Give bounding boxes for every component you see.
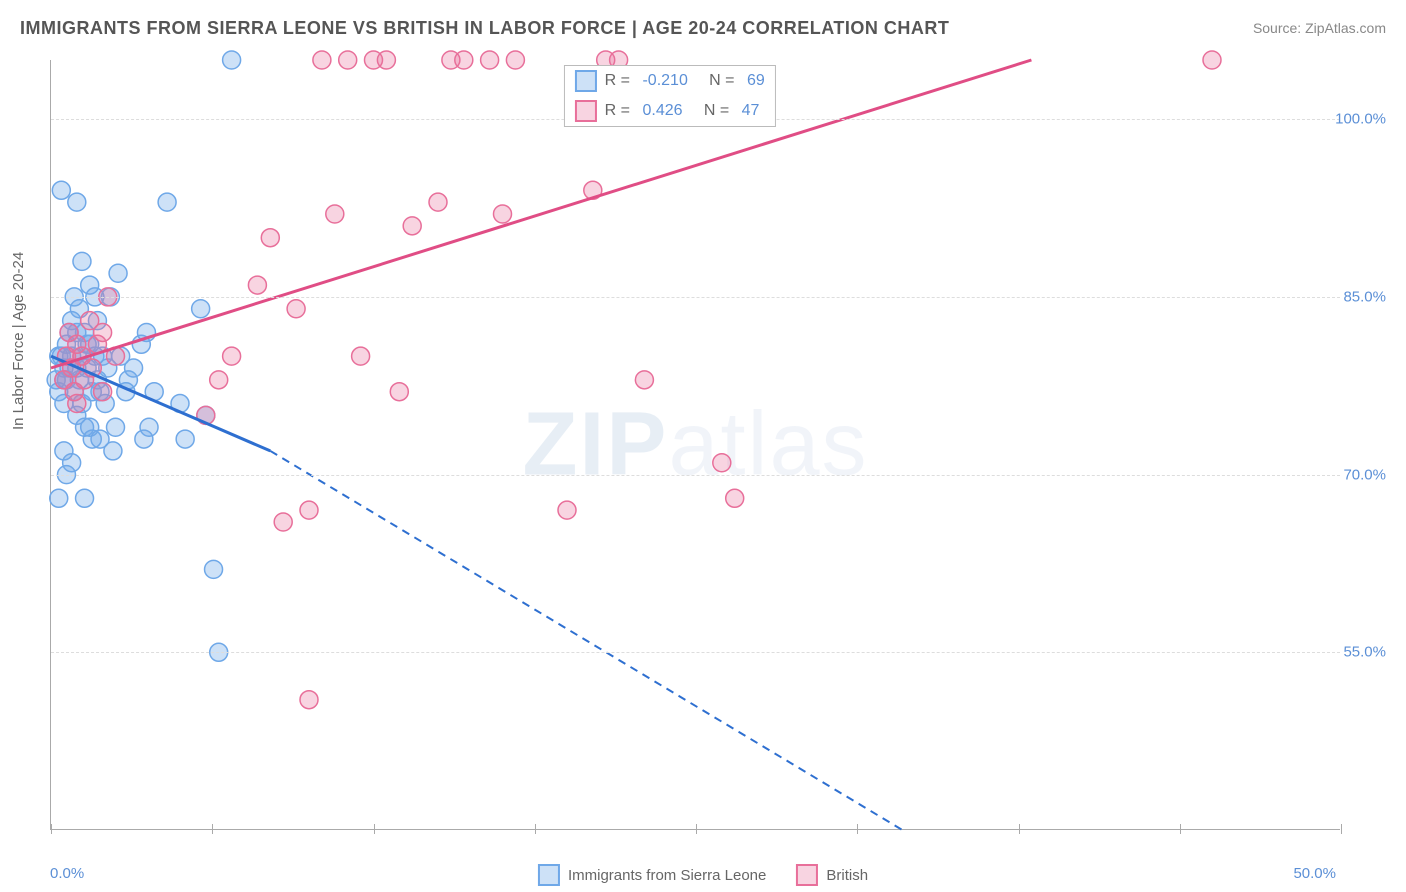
r-value-pink: 0.426 (642, 102, 682, 120)
data-point (158, 193, 176, 211)
x-tick (374, 824, 375, 834)
legend-swatch-icon (538, 864, 560, 886)
data-point (300, 691, 318, 709)
y-axis-label: In Labor Force | Age 20-24 (10, 252, 27, 430)
r-value-blue: -0.210 (642, 72, 687, 90)
data-point (140, 418, 158, 436)
data-point (63, 454, 81, 472)
data-point (558, 501, 576, 519)
data-point (635, 371, 653, 389)
y-tick-label: 70.0% (1343, 466, 1386, 483)
data-point (52, 181, 70, 199)
x-tick (535, 824, 536, 834)
data-point (68, 395, 86, 413)
legend-swatch-pink (575, 100, 597, 122)
x-axis-max-label: 50.0% (1293, 865, 1336, 882)
data-point (205, 560, 223, 578)
r-label: R = (605, 102, 635, 120)
gridline (51, 297, 1340, 298)
data-point (287, 300, 305, 318)
data-point (352, 347, 370, 365)
data-point (210, 371, 228, 389)
legend-swatch-blue (575, 70, 597, 92)
n-label: N = (691, 102, 734, 120)
legend-item-blue: Immigrants from Sierra Leone (538, 864, 766, 886)
data-point (91, 430, 109, 448)
data-point (326, 205, 344, 223)
scatter-plot-svg (51, 60, 1340, 829)
source-attribution: Source: ZipAtlas.com (1253, 20, 1386, 36)
data-point (107, 418, 125, 436)
trend-line-dashed (270, 451, 902, 830)
chart-plot-area: ZIPatlas R = -0.210 N = 69 R = 0.426 N =… (50, 60, 1340, 830)
n-value-blue: 69 (747, 72, 765, 90)
x-tick (1341, 824, 1342, 834)
correlation-legend-row: R = 0.426 N = 47 (565, 96, 775, 126)
data-point (494, 205, 512, 223)
y-tick-label: 100.0% (1335, 111, 1386, 128)
data-point (481, 51, 499, 69)
x-axis-min-label: 0.0% (50, 865, 84, 882)
x-tick (51, 824, 52, 834)
data-point (506, 51, 524, 69)
x-tick (1019, 824, 1020, 834)
n-value-pink: 47 (742, 102, 760, 120)
data-point (429, 193, 447, 211)
x-tick (212, 824, 213, 834)
x-tick (1180, 824, 1181, 834)
data-point (223, 347, 241, 365)
chart-title: IMMIGRANTS FROM SIERRA LEONE VS BRITISH … (20, 18, 949, 39)
data-point (73, 252, 91, 270)
data-point (223, 51, 241, 69)
legend-label: Immigrants from Sierra Leone (568, 867, 766, 884)
y-tick-label: 85.0% (1343, 288, 1386, 305)
data-point (76, 489, 94, 507)
data-point (300, 501, 318, 519)
legend-label: British (826, 867, 868, 884)
legend-item-pink: British (796, 864, 868, 886)
legend-swatch-icon (796, 864, 818, 886)
data-point (274, 513, 292, 531)
data-point (339, 51, 357, 69)
data-point (261, 229, 279, 247)
y-tick-label: 55.0% (1343, 644, 1386, 661)
data-point (455, 51, 473, 69)
data-point (109, 264, 127, 282)
data-point (125, 359, 143, 377)
gridline (51, 652, 1340, 653)
data-point (403, 217, 421, 235)
data-point (176, 430, 194, 448)
series-legend: Immigrants from Sierra Leone British (538, 864, 868, 886)
gridline (51, 475, 1340, 476)
data-point (377, 51, 395, 69)
correlation-legend-row: R = -0.210 N = 69 (565, 66, 775, 96)
n-label: N = (696, 72, 739, 90)
x-tick (857, 824, 858, 834)
data-point (313, 51, 331, 69)
data-point (726, 489, 744, 507)
trend-line-solid (51, 60, 1031, 368)
x-tick (696, 824, 697, 834)
correlation-legend: R = -0.210 N = 69 R = 0.426 N = 47 (564, 65, 776, 127)
data-point (94, 383, 112, 401)
data-point (390, 383, 408, 401)
data-point (713, 454, 731, 472)
data-point (68, 193, 86, 211)
data-point (1203, 51, 1221, 69)
data-point (192, 300, 210, 318)
data-point (50, 489, 68, 507)
data-point (248, 276, 266, 294)
data-point (94, 323, 112, 341)
r-label: R = (605, 72, 635, 90)
